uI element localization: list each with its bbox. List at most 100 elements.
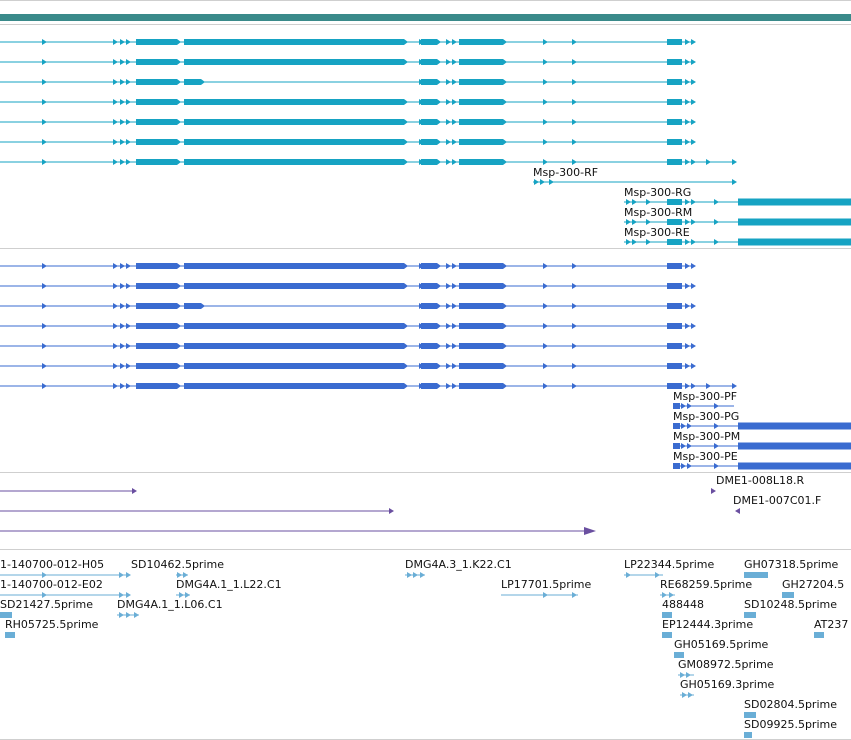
exon-block [421,119,441,125]
exon-block [667,159,682,165]
est-label[interactable]: GH05169.5prime [674,638,769,651]
est-label[interactable]: GH07318.5prime [744,558,839,571]
transcript-label-rg[interactable]: Msp-300-RG [624,186,692,199]
strand-arrow-icon [549,179,554,185]
exon-block [667,219,682,225]
est-label[interactable]: SD10462.5prime [131,558,224,571]
strand-arrow-icon [572,139,577,145]
strand-arrow-icon [691,119,696,125]
strand-arrow-icon [543,383,548,389]
exon-block [667,79,682,85]
exon-block [459,139,507,145]
est-label[interactable]: DMG4A.3_1.K22.C1 [405,558,512,571]
est-label[interactable]: SD10248.5prime [744,598,837,611]
strand-arrow-icon [126,363,131,369]
est-arrow-icon [686,672,691,678]
strand-arrow-icon [646,219,651,225]
est-arrow-icon [680,672,685,678]
protein-label-pm[interactable]: Msp-300-PM [673,430,741,443]
strand-arrow-icon [572,119,577,125]
strand-arrow-icon [706,383,711,389]
protein-label-pg[interactable]: Msp-300-PG [673,410,740,423]
est-label[interactable]: 1-140700-012-E02 [0,578,103,591]
est-label[interactable]: 488448 [662,598,704,611]
est-label[interactable]: DMG4A.1_1.L06.C1 [117,598,223,611]
est-label[interactable]: RE68259.5prime [660,578,753,591]
strand-arrow-icon [452,283,457,289]
exon-block [184,283,408,289]
track-divider [0,549,851,550]
est-label[interactable]: RH05725.5prime [5,618,99,631]
strand-arrow-icon [126,139,131,145]
strand-arrow-icon [687,443,692,449]
strand-arrow-icon [452,383,457,389]
strand-arrow-icon [126,39,131,45]
strand-arrow-icon [543,363,548,369]
strand-arrow-icon [543,159,548,165]
strand-arrow-icon [42,159,47,165]
protein-label-pe[interactable]: Msp-300-PE [673,450,738,463]
est-label[interactable]: AT237 [814,618,849,631]
strand-arrow-icon [714,239,719,245]
strand-arrow-icon [691,263,696,269]
transcript-label-re[interactable]: Msp-300-RE [624,226,690,239]
clone-label[interactable]: DME1-007C01.F [733,494,822,507]
exon-block [136,99,181,105]
est-label[interactable]: SD02804.5prime [744,698,837,711]
strand-arrow-icon [685,79,690,85]
est-block [674,652,684,658]
exon-block [184,59,408,65]
strand-arrow-icon [42,323,47,329]
strand-arrow-icon [120,119,125,125]
exon-block [421,363,441,369]
strand-arrow-icon [685,139,690,145]
exon-block [136,283,181,289]
exon-block [184,119,408,125]
est-label[interactable]: DMG4A.1_1.L22.C1 [176,578,282,591]
strand-arrow-icon [543,39,548,45]
strand-arrow-icon [691,59,696,65]
strand-arrow-icon [626,199,631,205]
est-block [0,612,12,618]
est-label[interactable]: LP17701.5prime [501,578,592,591]
est-arrow-icon [119,612,124,618]
strand-arrow-icon [706,159,711,165]
strand-arrow-icon [126,323,131,329]
est-label[interactable]: SD21427.5prime [0,598,93,611]
exon-block [421,59,441,65]
protein-label-pf[interactable]: Msp-300-PF [673,390,738,403]
est-label[interactable]: 1-140700-012-H05 [0,558,105,571]
est-block [662,632,672,638]
strand-arrow-icon [685,323,690,329]
strand-arrow-icon [452,159,457,165]
clone-label[interactable]: DME1-008L18.R [716,474,805,487]
est-label[interactable]: GH05169.3prime [680,678,775,691]
strand-arrow-icon [42,119,47,125]
strand-arrow-icon [446,119,451,125]
strand-arrow-icon [691,363,696,369]
strand-arrow-icon [120,159,125,165]
transcript-label-rm[interactable]: Msp-300-RM [624,206,693,219]
est-label[interactable]: EP12444.3prime [662,618,754,631]
exon-block [184,139,408,145]
strand-arrow-icon [632,199,637,205]
strand-arrow-icon [113,383,118,389]
est-label[interactable]: GM08972.5prime [678,658,774,671]
est-arrow-icon [134,612,139,618]
est-label[interactable]: LP22344.5prime [624,558,715,571]
strand-arrow-icon [543,303,548,309]
est-label[interactable]: GH27204.5 [782,578,845,591]
strand-arrow-icon [126,283,131,289]
exon-block [184,99,408,105]
strand-arrow-icon [446,159,451,165]
strand-arrow-icon [626,239,631,245]
est-label[interactable]: SD09925.5prime [744,718,837,731]
strand-arrow-icon [691,219,696,225]
exon-block [421,283,441,289]
exon-block [459,283,507,289]
transcript-label-rf[interactable]: Msp-300-RF [533,166,599,179]
exon-block [184,159,408,165]
strand-arrow-icon [572,59,577,65]
strand-arrow-icon [452,343,457,349]
est-arrow-icon [662,592,667,598]
